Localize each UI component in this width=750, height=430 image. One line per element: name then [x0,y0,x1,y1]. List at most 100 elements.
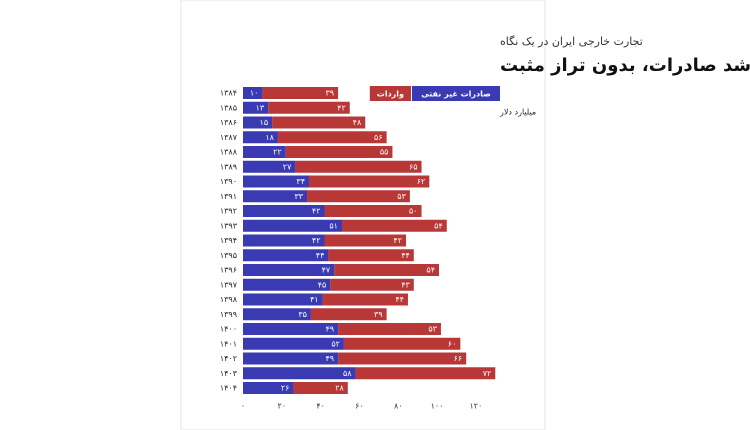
x-tick-label: ۱۰۰ [431,402,444,411]
value-label: ۱۵ [260,118,269,127]
legend-label: واردات [377,90,404,99]
bar-segment [308,175,430,188]
value-label: ۵۳ [428,325,437,334]
chart-title: دو دهه رشد صادرات، بدون تراز مثبت [500,55,750,76]
x-tick-label: ۶۰ [355,402,364,411]
x-tick-label: ۸۰ [394,402,403,411]
value-label: ۵۲ [331,339,340,348]
y-tick-label: ۱۳۹۱ [220,192,237,201]
bar-segment [324,234,407,247]
value-label: ۴۴ [316,251,325,260]
bar-segment [324,205,422,217]
value-label: ۴۳ [401,280,410,289]
value-label: ۶۰ [448,339,457,348]
value-label: ۳۹ [326,89,335,98]
bar-segment [243,205,325,217]
value-label: ۷۲ [483,369,492,378]
value-label: ۵۳ [397,192,406,201]
value-label: ۶۵ [409,162,418,171]
bar-segment [243,219,342,232]
value-label: ۲۶ [281,384,290,393]
bar-segment [330,278,414,291]
value-label: ۴۹ [326,354,335,363]
value-label: ۲۸ [335,384,344,393]
bar-segment [334,264,440,276]
value-label: ۵۵ [380,148,389,157]
value-label: ۱۸ [265,133,274,142]
value-label: ۵۴ [426,266,435,275]
value-label: ۴۴ [401,251,410,260]
y-tick-label: ۱۳۹۵ [220,251,237,260]
value-label: ۵۰ [409,207,418,216]
bar-segment [243,116,273,129]
y-tick-label: ۱۳۸۷ [220,133,238,142]
x-tick-label: ۴۰ [316,402,325,411]
bar-segment [243,160,296,173]
bar-segment [243,278,331,291]
legend-label: صادرات غیر نفتی [421,90,491,99]
bar-segment [307,190,410,203]
value-label: ۱۰ [250,89,259,98]
y-tick-label: ۱۳۹۸ [220,295,238,304]
value-label: ۴۵ [318,280,327,289]
y-tick-label: ۱۳۹۴ [220,236,237,245]
y-tick-label: ۱۴۰۰ [220,325,237,334]
value-label: ۳۹ [374,310,383,319]
value-label: ۳۳ [294,192,303,201]
bar-segment [341,219,447,232]
y-tick-label: ۱۳۹۳ [220,221,238,230]
value-label: ۶۲ [417,177,426,186]
bar-segment [343,337,461,350]
bar-segment [285,146,393,158]
value-label: ۲۲ [273,148,282,157]
legend-swatch [412,86,500,101]
value-label: ۳۴ [296,177,305,186]
chart-subtitle: تجارت خارجی ایران در یک نگاه [500,35,643,48]
bar-segment [328,249,414,262]
bar-segment [243,87,263,99]
bar-segment [272,116,366,129]
x-tick-label: ۰ [241,402,245,411]
value-label: ۴۷ [322,266,331,275]
value-label: ۴۲ [312,207,321,216]
value-label: ۴۹ [326,325,335,334]
y-tick-label: ۱۳۸۴ [220,89,237,98]
bar-segment [338,352,467,365]
value-label: ۴۱ [310,295,319,304]
bar-segment [243,293,323,306]
y-tick-label: ۱۳۹۲ [220,207,237,216]
value-label: ۵۶ [374,133,383,142]
bar-segment [355,367,496,380]
bar-segment [268,101,350,114]
y-tick-label: ۱۳۸۸ [220,148,238,157]
bar-segment [243,323,339,335]
bar-segment [243,175,309,188]
value-label: ۴۸ [353,118,362,127]
value-label: ۴۲ [393,236,402,245]
bar-segment [243,146,286,158]
bar-segment [293,382,348,394]
bar-segment [243,101,269,114]
bar-segment [322,293,408,306]
bar-segment [338,323,441,335]
value-label: ۴۲ [312,236,321,245]
bar-segment [262,87,339,99]
bar-segment [243,190,308,203]
y-tick-label: ۱۳۸۵ [220,103,237,112]
bar-segment [277,131,387,144]
value-label: ۴۲ [337,103,346,112]
value-label: ۵۴ [434,221,443,230]
bar-segment [310,308,387,321]
y-tick-label: ۱۴۰۱ [220,339,237,348]
bar-segment [243,131,278,144]
legend-swatch [369,86,411,101]
y-tick-label: ۱۴۰۴ [220,384,237,393]
x-tick-label: ۱۲۰ [469,402,482,411]
bar-segment [295,160,422,173]
bar-segment [243,249,329,262]
y-tick-label: ۱۳۸۹ [220,162,237,171]
y-tick-label: ۱۴۰۲ [220,354,237,363]
y-tick-label: ۱۳۹۷ [220,280,238,289]
bar-segment [243,382,294,394]
